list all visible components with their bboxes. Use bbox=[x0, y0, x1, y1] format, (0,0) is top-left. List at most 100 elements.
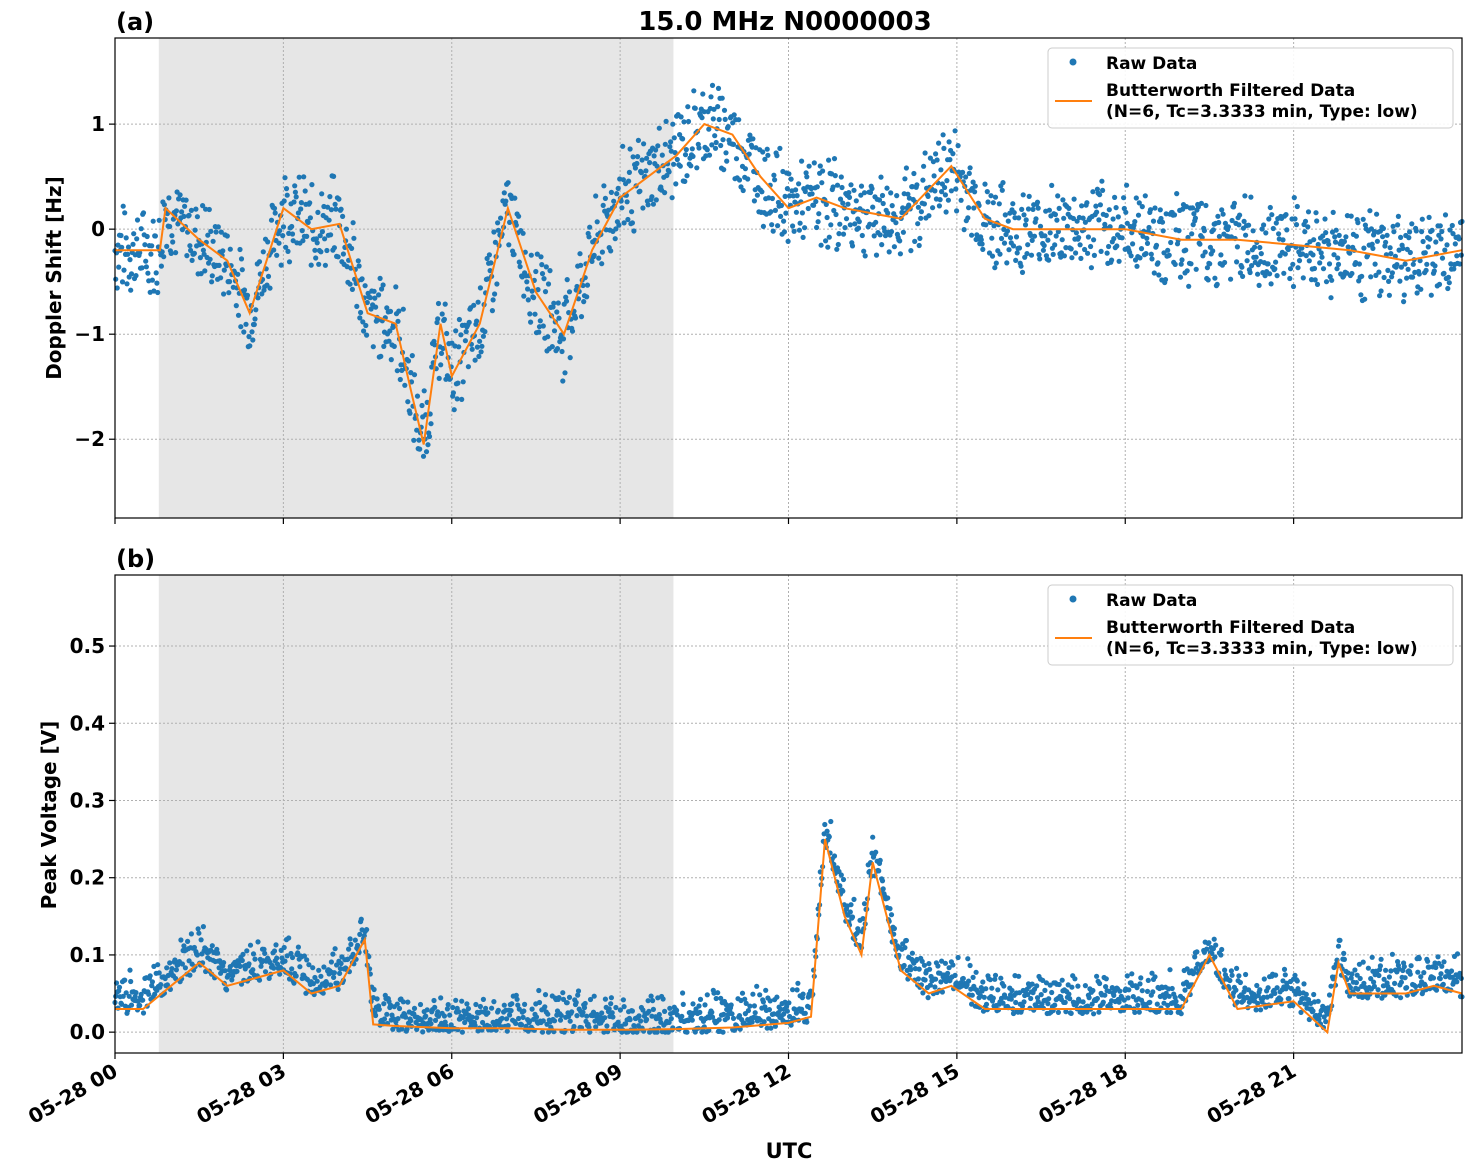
raw-data-point bbox=[989, 235, 995, 241]
raw-data-point bbox=[1385, 267, 1391, 273]
raw-data-point bbox=[492, 291, 498, 297]
raw-data-point bbox=[166, 195, 172, 201]
raw-data-point bbox=[182, 203, 188, 209]
raw-data-point bbox=[271, 205, 278, 211]
raw-data-point bbox=[901, 962, 907, 969]
raw-data-point bbox=[993, 260, 999, 266]
raw-data-point bbox=[933, 151, 939, 157]
raw-data-point bbox=[882, 233, 889, 239]
raw-data-point bbox=[1162, 277, 1169, 283]
raw-data-point bbox=[1100, 999, 1106, 1005]
raw-data-point bbox=[1253, 1007, 1259, 1013]
raw-data-point bbox=[894, 193, 900, 199]
raw-data-point bbox=[697, 996, 704, 1003]
raw-data-point bbox=[1204, 946, 1210, 952]
raw-data-point bbox=[1258, 251, 1264, 257]
raw-data-point bbox=[626, 169, 633, 175]
raw-data-point bbox=[246, 961, 252, 967]
raw-data-point bbox=[681, 119, 687, 125]
raw-data-point bbox=[1328, 295, 1334, 301]
raw-data-point bbox=[465, 364, 471, 370]
raw-data-point bbox=[667, 144, 673, 150]
raw-data-point bbox=[147, 973, 153, 979]
raw-data-point bbox=[938, 167, 944, 173]
raw-data-point bbox=[889, 203, 895, 209]
raw-data-point bbox=[296, 174, 302, 180]
raw-data-point bbox=[436, 375, 442, 381]
raw-data-point bbox=[328, 232, 334, 238]
raw-data-point bbox=[1355, 220, 1361, 226]
raw-data-point bbox=[1256, 282, 1262, 288]
raw-data-point bbox=[1269, 212, 1275, 218]
raw-data-point bbox=[1008, 996, 1014, 1002]
raw-data-point bbox=[360, 319, 366, 325]
raw-data-point bbox=[477, 338, 483, 344]
raw-data-point bbox=[1395, 213, 1401, 219]
raw-data-point bbox=[362, 283, 368, 289]
raw-data-point bbox=[762, 156, 768, 162]
raw-data-point bbox=[1372, 261, 1378, 267]
raw-data-point bbox=[1458, 975, 1464, 982]
raw-data-point bbox=[1458, 252, 1464, 258]
raw-data-point bbox=[1286, 996, 1292, 1002]
raw-data-point bbox=[1360, 216, 1366, 222]
raw-data-point bbox=[763, 987, 769, 993]
raw-data-point bbox=[1380, 234, 1386, 240]
raw-data-point bbox=[255, 295, 261, 301]
raw-data-point bbox=[777, 145, 783, 151]
raw-data-point bbox=[934, 157, 940, 163]
raw-data-point bbox=[1268, 281, 1274, 287]
raw-data-point bbox=[672, 150, 678, 156]
raw-data-point bbox=[1433, 987, 1440, 993]
raw-data-point bbox=[724, 158, 730, 164]
raw-data-point bbox=[781, 218, 787, 224]
raw-data-point bbox=[1195, 204, 1201, 210]
raw-data-point bbox=[908, 967, 914, 973]
raw-data-point bbox=[878, 174, 884, 180]
raw-data-point bbox=[450, 390, 456, 396]
raw-data-point bbox=[870, 834, 876, 840]
raw-data-point bbox=[1010, 243, 1017, 249]
raw-data-point bbox=[973, 969, 979, 975]
raw-data-point bbox=[649, 194, 655, 200]
raw-data-point bbox=[920, 177, 926, 183]
raw-data-point bbox=[1348, 213, 1354, 219]
raw-data-point bbox=[602, 1015, 608, 1021]
raw-data-point bbox=[1228, 276, 1234, 282]
raw-data-point bbox=[1335, 943, 1342, 949]
raw-data-point bbox=[367, 295, 373, 301]
raw-data-point bbox=[601, 183, 607, 189]
raw-data-point bbox=[1428, 292, 1434, 298]
raw-data-point bbox=[1383, 967, 1389, 973]
y-tick-label: 0.4 bbox=[70, 711, 105, 735]
raw-data-point bbox=[1387, 245, 1393, 251]
raw-data-point bbox=[505, 180, 511, 186]
raw-data-point bbox=[472, 357, 478, 363]
raw-data-point bbox=[908, 248, 914, 254]
raw-data-point bbox=[313, 236, 319, 242]
raw-data-point bbox=[1202, 249, 1208, 255]
raw-data-point bbox=[1148, 251, 1154, 257]
raw-data-point bbox=[521, 293, 527, 299]
raw-data-point bbox=[169, 233, 175, 239]
raw-data-point bbox=[491, 229, 497, 235]
raw-data-point bbox=[1207, 261, 1213, 267]
raw-data-point bbox=[796, 227, 803, 233]
raw-data-point bbox=[152, 991, 158, 997]
raw-data-point bbox=[916, 242, 922, 249]
raw-data-point bbox=[937, 197, 943, 203]
raw-data-point bbox=[227, 246, 233, 252]
raw-data-point bbox=[1211, 936, 1217, 942]
raw-data-point bbox=[848, 182, 854, 188]
raw-data-point bbox=[364, 332, 370, 338]
raw-data-point bbox=[1162, 994, 1168, 1001]
raw-data-point bbox=[567, 1018, 573, 1024]
raw-data-point bbox=[444, 330, 450, 337]
raw-data-point bbox=[188, 207, 194, 213]
raw-data-point bbox=[1189, 205, 1196, 211]
raw-data-point bbox=[1139, 204, 1145, 210]
raw-data-point bbox=[1142, 193, 1148, 199]
raw-data-point bbox=[328, 959, 334, 965]
raw-data-point bbox=[721, 1011, 727, 1018]
raw-data-point bbox=[1225, 224, 1231, 230]
